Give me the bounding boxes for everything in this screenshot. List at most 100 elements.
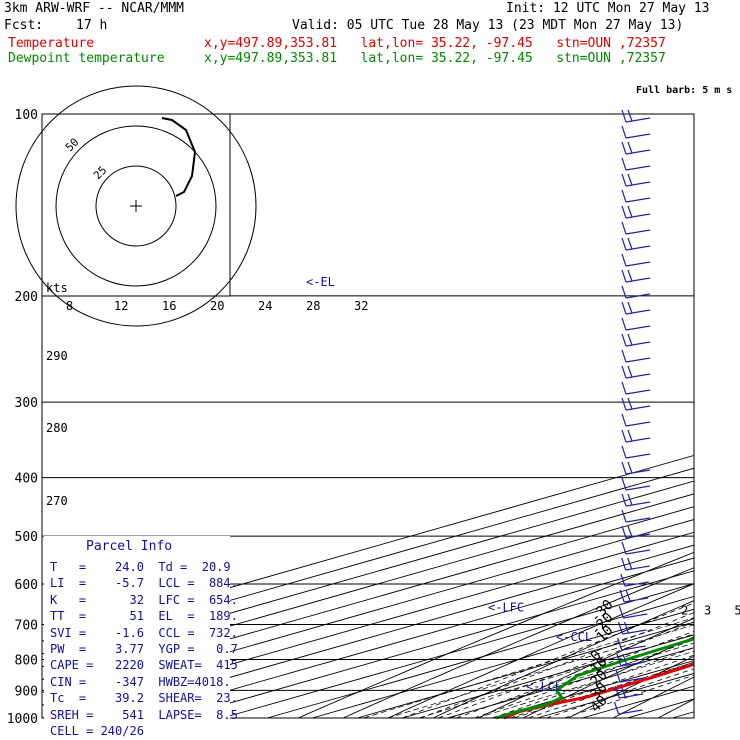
theta-left-label: 270 [46, 494, 68, 508]
wind-barb-legend: Full barb: 5 m s [636, 85, 732, 96]
wind-barb-flag [623, 621, 630, 634]
wind-barb-flag [621, 461, 627, 475]
wind-barb [625, 261, 651, 267]
moist-adiabat-line [528, 661, 694, 719]
isotherm-line [42, 493, 694, 681]
wind-barb [622, 629, 647, 635]
isotherm-line [177, 570, 694, 719]
wind-barb [625, 277, 651, 283]
isotherm-line [42, 506, 694, 693]
level-annotation: <-EL [306, 275, 335, 289]
wind-barb-flag [627, 205, 633, 218]
pressure-tick-label: 700 [15, 618, 38, 633]
wind-barb [625, 133, 651, 139]
wind-barb-flag [622, 653, 628, 666]
dry-adiabat-line [297, 551, 694, 719]
moist-adiabat-line [564, 674, 694, 719]
wind-barb-flag [621, 157, 627, 171]
theta-left-label: 280 [46, 421, 68, 435]
dry-adiabat-line [477, 617, 694, 719]
wind-barb-flag [627, 333, 633, 346]
hodograph-speed-tick: 24 [258, 299, 272, 313]
mixing-ratio-label: 2 [681, 604, 688, 618]
wind-barb [623, 613, 648, 619]
dewpoint-legend-label: Dewpoint temperature [8, 51, 165, 66]
wind-barb [625, 197, 651, 203]
wind-barb-flag [621, 509, 627, 523]
hodograph-trace [161, 117, 197, 197]
wind-barb [625, 437, 651, 443]
wind-barb [625, 357, 651, 363]
wind-barb [625, 533, 651, 539]
dewpoint-legend-info: x,y=497.89,353.81 lat,lon= 35.22, -97.45… [204, 51, 666, 66]
pressure-tick-label: 100 [15, 108, 38, 123]
wind-barb-flag [613, 701, 620, 715]
wind-barb-flag [625, 589, 631, 602]
wind-barb-flag [627, 269, 633, 282]
theta-left-label: 290 [46, 349, 68, 363]
level-annotation: <-LFC [488, 601, 524, 615]
wind-barb-flag [616, 653, 622, 667]
wind-barb-flag [621, 381, 627, 395]
wind-barb [625, 485, 651, 491]
pressure-tick-label: 600 [15, 578, 38, 593]
wind-barb-flag [619, 589, 625, 603]
mixing-ratio-line [449, 642, 694, 719]
sounding-series [495, 637, 694, 720]
isotherm-line [402, 634, 694, 719]
init-time: Init: 12 UTC Mon 27 May 13 [506, 1, 710, 16]
wind-barb-flag [621, 557, 627, 571]
parcel-info-row: Tc = 39.2 SHEAR= 23. [50, 691, 238, 706]
wind-barb-flag [621, 349, 627, 363]
wind-barb [625, 341, 651, 347]
wind-barb-flag [627, 429, 633, 442]
dry-adiabat-line [522, 636, 694, 719]
wind-barb [621, 645, 646, 651]
pressure-tick-label: 300 [15, 396, 38, 411]
pressure-tick-label: 800 [15, 653, 38, 668]
hodograph-speed-tick: 12 [114, 299, 128, 313]
wind-barb-flag [627, 397, 633, 410]
fcst-label: Fcst: [4, 18, 44, 33]
hodograph-speed-tick: 8 [66, 299, 73, 313]
isotherm-line [42, 519, 694, 706]
wind-barb-flag [627, 301, 633, 314]
pressure-tick-label: 1000 [7, 712, 38, 727]
wind-barb [624, 581, 649, 587]
wind-barb-flag [621, 189, 627, 203]
wind-barb [625, 389, 651, 395]
wind-barb [625, 245, 651, 251]
wind-barb-flag [627, 461, 633, 474]
wind-barb-flag [621, 141, 627, 155]
wind-barb-flag [621, 525, 627, 539]
mixing-ratio-line [418, 633, 694, 719]
wind-barb [624, 597, 649, 603]
pressure-tick-label: 400 [15, 472, 38, 487]
hodograph-unit-label: kts [46, 281, 68, 295]
isotherm-line [672, 711, 694, 719]
wind-barb-flag [617, 637, 623, 651]
wind-barb-flag [615, 669, 621, 683]
moist-adiabat-line [456, 630, 694, 719]
wind-barb-flag [621, 413, 627, 427]
pressure-tick-label: 900 [15, 684, 38, 699]
wind-barb [625, 373, 651, 379]
parcel-info-row: K = 32 LFC = 654. [50, 592, 238, 607]
wind-barb-flag [621, 397, 627, 411]
wind-barb-flag [621, 477, 627, 491]
wind-barb-flag [621, 429, 627, 443]
wind-barb-flag [627, 493, 633, 506]
parcel-info-row: LI = -5.7 LCL = 884. [50, 576, 238, 591]
parcel-info-box [44, 536, 230, 732]
parcel-info-row: CELL = 240/26 [50, 724, 144, 738]
dry-adiabat-line [432, 600, 694, 719]
hodograph-speed-tick: 28 [306, 299, 320, 313]
dry-adiabat-line [703, 114, 740, 718]
temperature-line [503, 662, 694, 720]
wind-barb [625, 309, 651, 315]
level-annotation: <-LCL [526, 680, 562, 694]
wind-barb-flag [627, 557, 633, 570]
mixing-ratio-line [363, 617, 694, 719]
wind-barb-flag [621, 125, 627, 139]
